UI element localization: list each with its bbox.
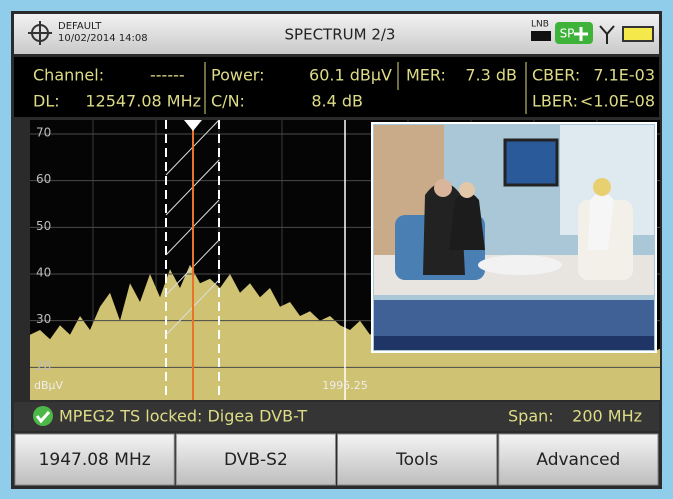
- cn-label: C/N:: [211, 92, 245, 111]
- profile: DEFAULT: [58, 21, 102, 32]
- mer-value: 7.3 dB: [465, 66, 517, 85]
- y-tick-label: 60: [36, 172, 51, 186]
- cursor-label: 1995.25: [322, 379, 368, 392]
- unit-label: dBµV: [34, 379, 64, 392]
- soft-key[interactable]: Advanced: [499, 434, 658, 485]
- channel-label: Channel:: [33, 66, 104, 85]
- caption-banner: [374, 300, 654, 336]
- screen: DEFAULT 10/02/2014 14:08 SPECTRUM 2/3 LN…: [0, 0, 673, 499]
- span-label: Span:: [508, 407, 554, 426]
- table: [478, 255, 562, 275]
- soft-key-label[interactable]: Advanced: [536, 450, 620, 470]
- dl-label: DL:: [33, 92, 60, 111]
- soft-key[interactable]: 1947.08 MHz: [15, 434, 174, 485]
- sp-label: SP: [560, 27, 575, 41]
- power-label: Power:: [211, 66, 264, 85]
- person-1-head: [434, 179, 452, 197]
- lock-status: MPEG2 TS locked: Digea DVB-T: [59, 407, 307, 426]
- datetime: 10/02/2014 14:08: [58, 33, 148, 44]
- dl-value: 12547.08 MHz: [85, 92, 201, 111]
- y-tick-label: 20: [36, 359, 51, 373]
- screen-title: SPECTRUM 2/3: [285, 26, 396, 44]
- channel-value: ------: [150, 66, 185, 85]
- battery-icon: [623, 27, 653, 41]
- lber-label: LBER:: [532, 92, 578, 111]
- lber-value: <1.0E-08: [580, 92, 655, 111]
- cber-value: 7.1E-03: [593, 66, 655, 85]
- video-preview: [372, 123, 656, 352]
- span-value: 200 MHz: [572, 407, 642, 426]
- caption-strip: [374, 336, 654, 350]
- y-tick-label: 70: [36, 126, 51, 140]
- soft-key[interactable]: DVB-S2: [176, 434, 335, 485]
- lnb-icon: [531, 31, 551, 41]
- page: {"header": {"profile": "DEFAULT", "datet…: [0, 0, 673, 499]
- cn-value: 8.4 dB: [311, 92, 363, 111]
- person-3-head: [593, 178, 611, 196]
- y-tick-label: 50: [36, 219, 51, 233]
- lnb-label: LNB: [531, 20, 549, 30]
- soft-key-label[interactable]: DVB-S2: [224, 450, 288, 470]
- y-tick-label: 40: [36, 266, 51, 280]
- soft-key-label[interactable]: 1947.08 MHz: [39, 450, 151, 470]
- tv-screen: [505, 140, 557, 185]
- soft-key-label[interactable]: Tools: [395, 450, 438, 470]
- power-value: 60.1 dBµV: [309, 66, 392, 85]
- mer-label: MER:: [406, 66, 446, 85]
- cber-label: CBER:: [532, 66, 580, 85]
- soft-key[interactable]: Tools: [338, 434, 497, 485]
- y-tick-label: 30: [36, 312, 51, 326]
- lock-icon: [33, 406, 53, 426]
- person-2-head: [459, 182, 475, 198]
